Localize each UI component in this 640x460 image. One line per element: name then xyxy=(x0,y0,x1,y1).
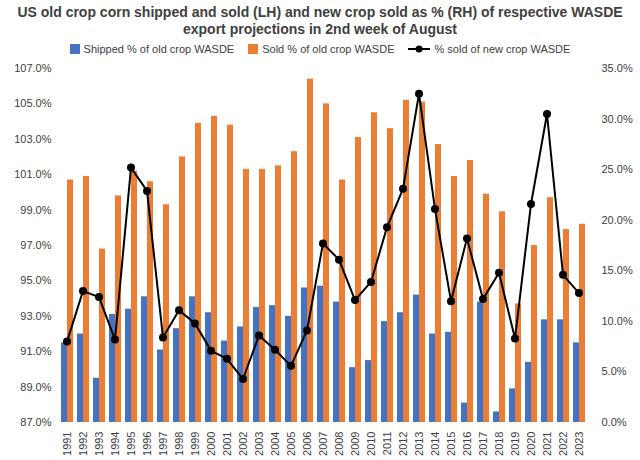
svg-text:30.0%: 30.0% xyxy=(602,113,633,125)
svg-text:2003: 2003 xyxy=(253,432,265,456)
svg-text:5.0%: 5.0% xyxy=(602,365,627,377)
svg-text:107.0%: 107.0% xyxy=(14,62,52,74)
svg-text:105.0%: 105.0% xyxy=(14,97,52,109)
svg-text:2015: 2015 xyxy=(445,432,457,456)
svg-text:10.0%: 10.0% xyxy=(602,315,633,327)
svg-text:2023: 2023 xyxy=(573,432,585,456)
html-text:US old crop corn shipped and s: US old crop corn shipped and sold (LH) a… xyxy=(17,4,623,37)
svg-text:1998: 1998 xyxy=(173,432,185,456)
svg-text:2020: 2020 xyxy=(525,432,537,456)
svg-text:93.0%: 93.0% xyxy=(20,310,51,322)
html-text:Shipped % of old crop WASDE: Shipped % of old crop WASDE xyxy=(83,43,235,55)
svg-text:2014: 2014 xyxy=(429,432,441,456)
svg-text:2005: 2005 xyxy=(285,432,297,456)
svg-text:1997: 1997 xyxy=(157,432,169,456)
svg-text:2011: 2011 xyxy=(381,432,393,456)
svg-text:2001: 2001 xyxy=(221,432,233,456)
svg-text:89.0%: 89.0% xyxy=(20,381,51,393)
svg-text:2007: 2007 xyxy=(317,432,329,456)
svg-text:1999: 1999 xyxy=(189,432,201,456)
svg-text:1994: 1994 xyxy=(109,432,121,456)
svg-text:20.0%: 20.0% xyxy=(602,214,633,226)
svg-text:2017: 2017 xyxy=(477,432,489,456)
svg-text:35.0%: 35.0% xyxy=(602,62,633,74)
svg-text:101.0%: 101.0% xyxy=(14,168,52,180)
svg-text:2000: 2000 xyxy=(205,432,217,456)
svg-text:95.0%: 95.0% xyxy=(20,274,51,286)
svg-text:2013: 2013 xyxy=(413,432,425,456)
svg-text:2022: 2022 xyxy=(557,432,569,456)
svg-text:2010: 2010 xyxy=(365,432,377,456)
svg-text:0.0%: 0.0% xyxy=(602,416,627,428)
svg-text:2009: 2009 xyxy=(349,432,361,456)
svg-text:2021: 2021 xyxy=(541,432,553,456)
svg-text:87.0%: 87.0% xyxy=(20,416,51,428)
svg-text:25.0%: 25.0% xyxy=(602,163,633,175)
svg-text:2008: 2008 xyxy=(333,432,345,456)
svg-text:1991: 1991 xyxy=(61,432,73,456)
svg-text:2012: 2012 xyxy=(397,432,409,456)
svg-text:15.0%: 15.0% xyxy=(602,264,633,276)
svg-text:2002: 2002 xyxy=(237,432,249,456)
svg-text:2018: 2018 xyxy=(493,432,505,456)
svg-text:103.0%: 103.0% xyxy=(14,133,52,145)
svg-text:1992: 1992 xyxy=(77,432,89,456)
svg-text:2016: 2016 xyxy=(461,432,473,456)
svg-text:1993: 1993 xyxy=(93,432,105,456)
html-text:Sold % of old crop WASDE: Sold % of old crop WASDE xyxy=(262,43,395,55)
html-text:% sold of new crop WASDE: % sold of new crop WASDE xyxy=(434,43,571,55)
svg-text:2019: 2019 xyxy=(509,432,521,456)
svg-text:1995: 1995 xyxy=(125,432,137,456)
svg-text:2006: 2006 xyxy=(301,432,313,456)
svg-text:99.0%: 99.0% xyxy=(20,204,51,216)
svg-text:97.0%: 97.0% xyxy=(20,239,51,251)
svg-text:91.0%: 91.0% xyxy=(20,345,51,357)
svg-text:2004: 2004 xyxy=(269,432,281,456)
svg-text:1996: 1996 xyxy=(141,432,153,456)
